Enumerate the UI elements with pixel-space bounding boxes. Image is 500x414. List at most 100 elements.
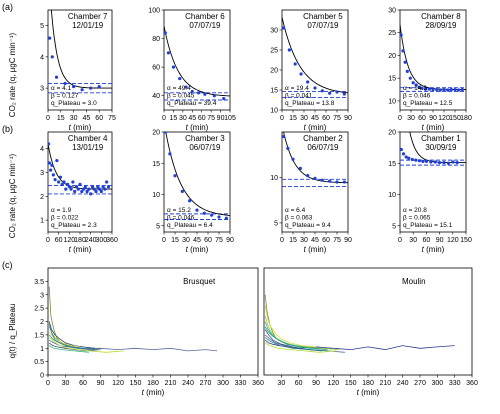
x-tick-label: 15 <box>171 237 179 244</box>
data-point <box>400 147 403 152</box>
x-tick-label: 60 <box>295 380 303 387</box>
panel-brusquet: 0 30 60 90 120 150 180 210 240 270 300 330 360 0 0.5 1 1… <box>34 267 264 397</box>
data-point <box>457 88 461 92</box>
x-tick-label: 75 <box>333 237 341 244</box>
x-tick-label: 90 <box>97 380 105 387</box>
plot-frame <box>263 267 473 376</box>
y-tick-label: 25 <box>270 48 278 55</box>
series-line <box>48 331 81 348</box>
x-tick-label: 90 <box>312 380 320 387</box>
x-tick-label: 150 <box>130 380 142 387</box>
data-point <box>65 182 70 186</box>
x-tick-label: 30 <box>300 237 308 244</box>
data-point <box>335 180 339 184</box>
fit-curve <box>400 24 466 90</box>
data-point <box>421 159 425 163</box>
x-tick-label: 0 <box>280 237 284 244</box>
x-axis-label: t (min) <box>186 245 209 254</box>
data-point <box>408 76 412 80</box>
data-point <box>48 36 52 40</box>
x-tick-label: 30 <box>407 115 415 122</box>
y-tick-label: 1 <box>40 346 44 353</box>
x-tick-label: 180 <box>147 380 159 387</box>
x-tick-label: 210 <box>165 380 177 387</box>
param-label: β = 0.065 <box>403 215 431 222</box>
data-point <box>446 161 450 165</box>
data-point <box>49 168 53 172</box>
data-point <box>96 185 100 189</box>
data-point <box>164 31 167 35</box>
data-point <box>210 213 214 217</box>
data-point <box>320 178 324 182</box>
chamber-label: Chamber 1 <box>421 134 461 143</box>
y-tick-label: 20 <box>388 53 396 60</box>
data-point <box>335 90 339 94</box>
data-point <box>442 161 446 165</box>
y-tick-label: 0.5 <box>34 359 44 366</box>
data-point <box>202 211 206 215</box>
x-axis-label-t: t <box>142 388 145 397</box>
ylabel-row-a: CO₂ rate (q, µgC min⁻¹) <box>8 32 17 117</box>
data-point <box>455 161 459 165</box>
x-tick-label: 15 <box>289 115 297 122</box>
x-tick-label: 45 <box>193 237 201 244</box>
data-point <box>449 87 453 92</box>
panel-moulin: 30 60 90 120 150 180 210 240 270 300 330 360 t (min)… <box>263 267 478 397</box>
data-point <box>404 155 408 159</box>
ylabel-row-b: CO₂ rate (q, µgC min⁻¹) <box>8 153 17 238</box>
data-point <box>69 187 73 191</box>
x-tick-label: 180 <box>460 115 472 122</box>
data-point <box>173 174 177 178</box>
data-point <box>80 189 84 194</box>
x-tick-label: 0 <box>280 115 284 122</box>
x-tick-label: 60 <box>79 380 87 387</box>
date-label: 06/07/19 <box>189 143 221 152</box>
y-tick-label: 10 <box>388 98 396 105</box>
data-point <box>342 92 346 96</box>
x-tick-label: 360 <box>466 380 478 387</box>
y-tick-label: 1 <box>40 218 44 225</box>
y-tick-label: 20 <box>388 130 396 137</box>
date-label: 12/01/19 <box>72 21 104 30</box>
plot-frame <box>47 9 113 111</box>
panel-chamber-2: 0 15 30 45 60 75 90 5 10 t (min) Chamber 206/07/19… <box>270 131 352 254</box>
y-tick-label: 5 <box>274 220 278 227</box>
data-point <box>427 87 431 91</box>
data-point <box>55 158 59 163</box>
y-tick-label: 40 <box>152 93 160 100</box>
data-point <box>435 87 439 92</box>
param-label: q_Plateau = 13.8 <box>285 100 335 107</box>
data-point <box>424 159 428 163</box>
chamber-label: Chamber 3 <box>185 134 225 143</box>
x-tick-label: 105 <box>224 115 236 122</box>
x-axis-label-t: t <box>186 123 189 132</box>
data-point <box>57 180 61 184</box>
x-tick-label: 45 <box>311 115 319 122</box>
data-point <box>424 87 428 91</box>
x-axis-label-unit: (min) <box>359 388 380 397</box>
date-label: 07/07/19 <box>307 21 339 30</box>
x-tick-label: 330 <box>235 380 247 387</box>
y-tick-label: 15 <box>388 161 396 168</box>
fit-curve <box>48 143 112 190</box>
y-tick-label: 5 <box>392 223 396 230</box>
x-tick-label: 60 <box>418 115 426 122</box>
data-point <box>105 180 109 184</box>
x-tick-label: 120 <box>327 380 339 387</box>
data-point <box>196 91 201 95</box>
x-tick-label: 120 <box>447 237 459 244</box>
y-tick-label: 15 <box>388 76 396 83</box>
data-point <box>73 189 77 194</box>
x-axis-label: t (min) <box>422 123 445 132</box>
y-tick-label: 100 <box>148 8 160 15</box>
data-point <box>188 199 192 203</box>
x-axis-label: t (min) <box>142 388 165 397</box>
panel-label-c: (c) <box>2 260 13 270</box>
param-label: β = 0.127 <box>51 93 79 100</box>
x-axis-label: t (min) <box>304 245 327 254</box>
fit-curve <box>409 132 466 164</box>
data-point <box>48 161 52 165</box>
